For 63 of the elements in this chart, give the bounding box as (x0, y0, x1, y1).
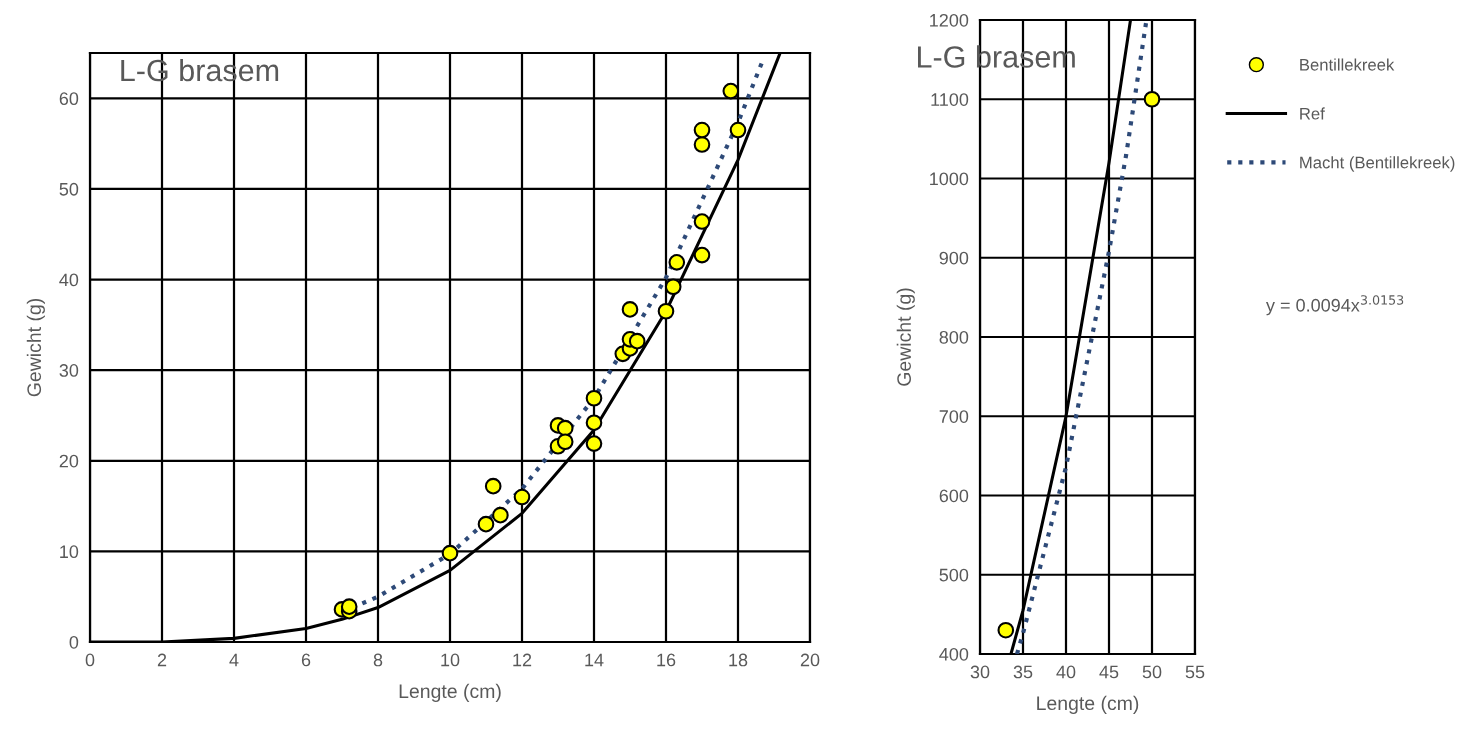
x-tick-label: 4 (229, 653, 239, 667)
x-tick-label: 45 (1099, 665, 1119, 679)
y-tick-label: 30 (59, 364, 79, 377)
point (585, 414, 603, 432)
legend-label: Bentillekreek (1300, 58, 1395, 71)
point (693, 213, 711, 230)
x-tick-label: 6 (301, 653, 311, 667)
legend-label: Ref (1300, 107, 1325, 120)
x-axis-title: Lengte (cm) (1037, 695, 1139, 714)
x-tick-label: 40 (1056, 665, 1076, 679)
x-tick-label: 50 (1142, 665, 1162, 679)
x-tick-label: 2 (157, 653, 167, 667)
y-tick-label: 40 (59, 273, 79, 287)
point (556, 419, 574, 437)
y-axis-title: Gewicht (g) (896, 288, 915, 386)
point (693, 246, 711, 264)
x-tick-label: 55 (1185, 665, 1205, 679)
x-tick-label: 12 (513, 653, 532, 667)
point (484, 477, 502, 495)
y-tick-label: 1200 (930, 13, 969, 27)
point (664, 278, 682, 296)
point (668, 254, 686, 271)
legend-label: Macht (Bentillekreek) (1300, 156, 1455, 172)
y-tick-label: 50 (59, 182, 79, 196)
y-tick-label: 700 (939, 410, 969, 423)
x-tick-label: 20 (800, 653, 820, 667)
point (729, 121, 747, 139)
x-tick-label: 8 (373, 653, 383, 667)
y-tick-label: 1000 (930, 172, 969, 186)
y-tick-label: 400 (939, 647, 969, 661)
point (657, 302, 675, 320)
y-tick-label: 60 (59, 92, 79, 106)
text: y = 0.0094x$^{3.0153}$ (1266, 295, 1404, 316)
x-tick-label: 10 (441, 653, 460, 667)
x-tick-label: 18 (729, 653, 748, 667)
point (621, 301, 639, 318)
x-axis-title: Lengte (cm) (399, 683, 501, 702)
point (513, 488, 531, 506)
y-tick-label: 0 (69, 635, 79, 649)
point (492, 506, 509, 524)
point (693, 136, 711, 153)
point (585, 435, 603, 452)
point (693, 121, 711, 139)
x-tick-label: 30 (970, 665, 990, 679)
x-tick-label: 35 (1013, 665, 1033, 679)
point (585, 389, 603, 407)
y-tick-label: 600 (939, 489, 969, 503)
x-tick-label: 16 (657, 653, 676, 667)
y-tick-label: 500 (939, 568, 969, 582)
y-tick-label: 900 (939, 251, 969, 265)
point (628, 332, 646, 350)
y-tick-label: 800 (939, 330, 969, 344)
x-tick-label: 14 (585, 653, 604, 667)
y-tick-label: 20 (59, 454, 79, 468)
x-tick-label: 0 (85, 653, 95, 667)
point (722, 82, 740, 100)
y-tick-label: 10 (60, 545, 79, 559)
y-axis-title: Gewicht (g) (26, 299, 45, 397)
point (340, 598, 358, 615)
point (556, 433, 574, 451)
point (441, 544, 459, 562)
y-tick-label: 1100 (931, 93, 969, 106)
point (477, 515, 495, 533)
